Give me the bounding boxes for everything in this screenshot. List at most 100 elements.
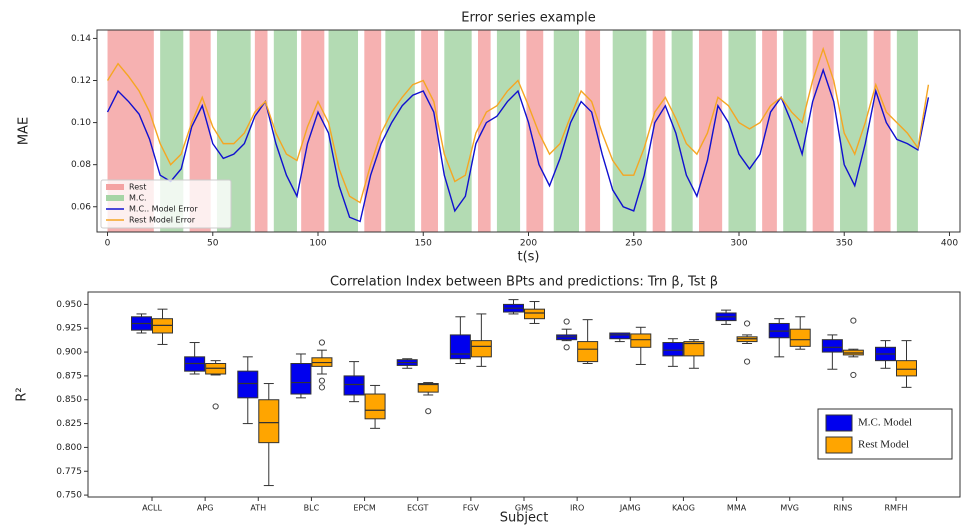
shaded-span [728, 30, 756, 232]
box [896, 360, 917, 377]
legend-label: M.C. [129, 194, 147, 203]
y-tick-label: 0.875 [56, 371, 82, 381]
shaded-span [896, 30, 918, 232]
legend-swatch [825, 414, 853, 432]
shaded-span [328, 30, 359, 232]
x-tick-label: FGV [463, 504, 480, 513]
outlier [318, 377, 326, 384]
x-tick-label: 400 [941, 239, 958, 249]
outlier [425, 408, 432, 415]
shaded-span [477, 30, 491, 232]
x-tick-label: MVG [780, 504, 799, 513]
y-axis-label: MAE [17, 117, 32, 145]
y-tick-label: 0.14 [71, 34, 91, 44]
legend-label: M.C.. Model Error [129, 205, 198, 214]
x-tick-label: JAMG [619, 504, 641, 513]
shaded-span [612, 30, 647, 232]
y-tick-label: 0.825 [56, 419, 82, 429]
x-tick-label: 300 [730, 239, 747, 249]
x-axis-label: Subject [500, 511, 549, 525]
shaded-span [254, 30, 268, 232]
shaded-span [553, 30, 580, 232]
box [470, 340, 492, 358]
x-tick-label: ATH [250, 504, 266, 513]
legend-label: M.C. Model [858, 417, 912, 429]
x-tick-label: MMA [727, 504, 747, 513]
y-tick-label: 0.12 [71, 76, 91, 86]
shaded-span [496, 30, 521, 232]
legend-label: Rest Model Error [129, 216, 196, 225]
y-tick-label: 0.08 [71, 160, 91, 170]
box [449, 334, 471, 360]
outlier [743, 358, 751, 365]
legend-label: Rest Model [858, 439, 909, 451]
outlier [850, 371, 857, 379]
y-tick-label: 0.10 [71, 118, 91, 128]
shaded-span [812, 30, 834, 232]
shaded-span [671, 30, 693, 232]
box [577, 341, 599, 363]
shaded-span [421, 30, 438, 232]
x-tick-label: 150 [415, 239, 432, 249]
box [630, 333, 652, 348]
box [789, 328, 811, 347]
x-tick-label: GMS [515, 504, 533, 513]
shaded-span [652, 30, 666, 232]
x-tick-label: 200 [520, 239, 537, 249]
outlier [318, 384, 326, 391]
y-tick-label: 0.800 [56, 443, 82, 453]
x-tick-label: 0 [105, 239, 111, 249]
y-tick-label: 0.06 [71, 202, 91, 212]
shaded-span [585, 30, 601, 232]
box [524, 308, 545, 320]
shaded-span [698, 30, 723, 232]
shaded-span [364, 30, 382, 232]
shaded-span [301, 30, 325, 232]
box [290, 363, 312, 395]
box [237, 370, 259, 399]
x-axis-label: t(s) [517, 250, 539, 265]
plot-frame [87, 291, 961, 498]
box [343, 375, 365, 396]
y-tick-label: 0.925 [56, 324, 82, 334]
shaded-span [444, 30, 472, 232]
box [417, 383, 439, 393]
x-tick-label: KAOG [672, 504, 695, 513]
x-tick-label: IRO [570, 504, 584, 513]
box [258, 399, 280, 444]
shaded-span [873, 30, 891, 232]
y-tick-label: 0.900 [56, 348, 82, 358]
x-tick-label: 250 [625, 239, 642, 249]
y-tick-label: 0.850 [56, 395, 82, 405]
legend-swatch [106, 184, 124, 190]
legend-box [100, 179, 232, 229]
x-tick-label: 350 [836, 239, 853, 249]
outlier [212, 403, 219, 410]
box [609, 332, 631, 340]
x-tick-label: EPCM [353, 504, 375, 513]
x-tick-label: 50 [207, 239, 219, 249]
x-tick-label: ECGT [407, 504, 429, 513]
chart-title: Correlation Index between BPts and predi… [330, 275, 718, 290]
x-tick-label: RINS [833, 504, 852, 513]
chart-title: Error series example [461, 11, 595, 26]
shaded-span [526, 30, 544, 232]
box [364, 393, 386, 420]
error-line [106, 67, 930, 223]
outlier [850, 317, 857, 324]
box [683, 341, 705, 357]
outlier [563, 318, 570, 325]
y-tick-label: 0.950 [56, 300, 82, 310]
y-axis-label: R² [15, 387, 30, 401]
legend-swatch [106, 195, 124, 201]
x-tick-label: BLC [304, 504, 320, 513]
x-tick-label: RMFH [884, 504, 907, 513]
shaded-span [762, 30, 777, 232]
y-tick-label: 0.750 [56, 491, 82, 501]
y-tick-label: 0.775 [56, 467, 82, 477]
x-tick-label: ACLL [142, 504, 162, 513]
legend-swatch [825, 436, 853, 454]
box [662, 342, 684, 357]
legend-label: Rest [129, 183, 146, 192]
